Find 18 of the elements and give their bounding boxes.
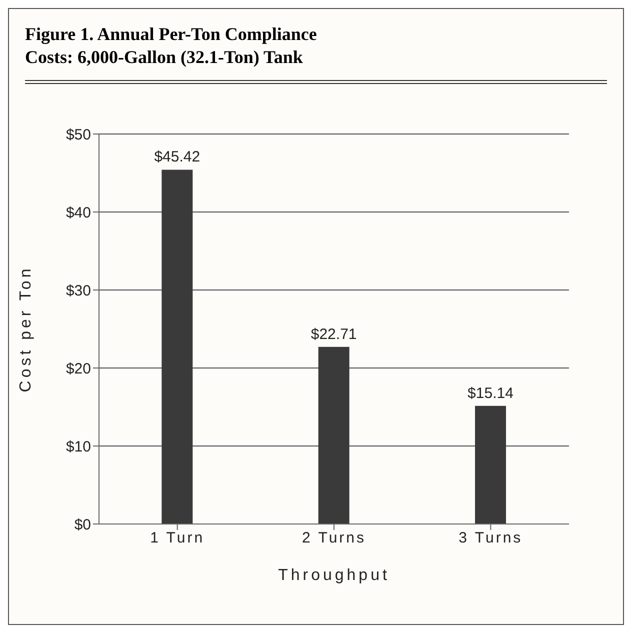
x-tick-label: 2 Turns [302,530,366,547]
x-tick-label: 1 Turn [150,530,205,547]
y-axis-title: Cost per Ton [18,266,35,392]
y-tick-label: $0 [74,516,91,534]
x-tick-label: 3 Turns [458,530,523,547]
y-tick-label: $30 [66,282,91,300]
y-tick-label: $10 [66,438,91,456]
data-label: $15.14 [468,384,514,402]
bar [318,346,350,524]
bar [475,406,506,524]
y-tick-label: $50 [66,126,91,144]
data-label: $45.42 [154,148,200,166]
data-label: $22.71 [310,326,357,343]
y-tick-label: $40 [66,204,91,222]
bar [162,170,193,524]
chart-title: Figure 1. Annual Per-Ton Compliance Costs: 6,000-Gallon (32.1-Ton) Tank [24,23,318,69]
x-axis-title: Throughput [278,567,390,584]
y-tick-label: $20 [66,360,91,378]
